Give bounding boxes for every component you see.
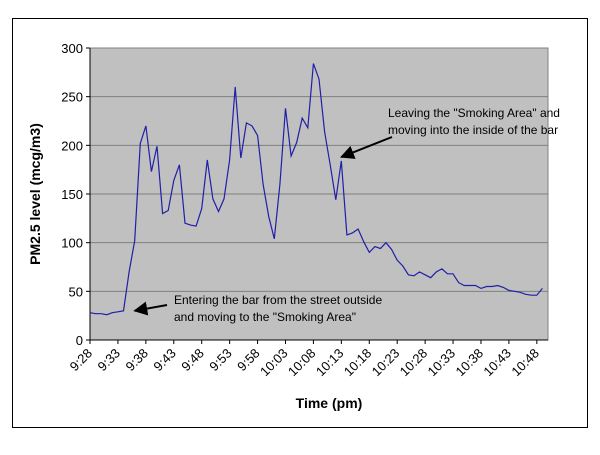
x-tick-label: 10:48: [508, 346, 542, 380]
x-tick-label: 10:28: [397, 346, 431, 380]
annotations: Leaving the "Smoking Area" and moving int…: [133, 106, 560, 324]
y-tick-label: 200: [61, 138, 83, 153]
x-tick-label: 10:08: [285, 346, 319, 380]
annotation-text: and moving to the "Smoking Area": [174, 310, 356, 324]
annotation-arrow: [340, 136, 393, 159]
x-tick-label: 10:18: [341, 346, 375, 380]
annotation-text: Leaving the "Smoking Area" and: [388, 106, 560, 120]
x-tick-label: 10:23: [369, 346, 403, 380]
x-tick-label: 10:43: [480, 346, 514, 380]
gridlines: [86, 47, 548, 344]
y-tick-label: 300: [61, 41, 83, 56]
y-tick-label: 100: [61, 236, 83, 251]
x-tick-label: 9:43: [150, 346, 179, 375]
annotation-text: Entering the bar from the street outside: [174, 293, 382, 307]
annotation-text: moving into the inside of the bar: [388, 123, 558, 137]
x-tick-label: 10:38: [452, 346, 486, 380]
y-tick-label: 150: [61, 187, 83, 202]
x-tick-label: 9:28: [67, 346, 96, 375]
x-tick-label: 9:53: [206, 346, 235, 375]
y-tick-labels: 0 50 100 150 200 250 300: [61, 41, 83, 348]
x-axis-title: Time (pm): [296, 395, 363, 411]
y-tick-label: 50: [69, 284, 83, 299]
x-tick-label: 9:38: [122, 346, 151, 375]
annotation-arrow: [133, 301, 168, 316]
x-tick-label: 10:33: [425, 346, 459, 380]
x-tick-label: 9:33: [95, 346, 124, 375]
series-group: [89, 63, 543, 316]
x-tick-label: 10:13: [313, 346, 347, 380]
y-axis-title: PM2.5 level (mcg/m3): [27, 123, 43, 265]
y-tick-label: 250: [61, 90, 83, 105]
pm25-series-line: [89, 63, 543, 316]
x-tick-label: 9:48: [178, 346, 207, 375]
y-tick-label: 0: [76, 333, 83, 348]
x-tick-label: 10:03: [257, 346, 291, 380]
x-tick-labels: 9:28 9:33 9:38 9:43 9:48 9:53 9:5810:0310:0810…: [67, 346, 542, 380]
